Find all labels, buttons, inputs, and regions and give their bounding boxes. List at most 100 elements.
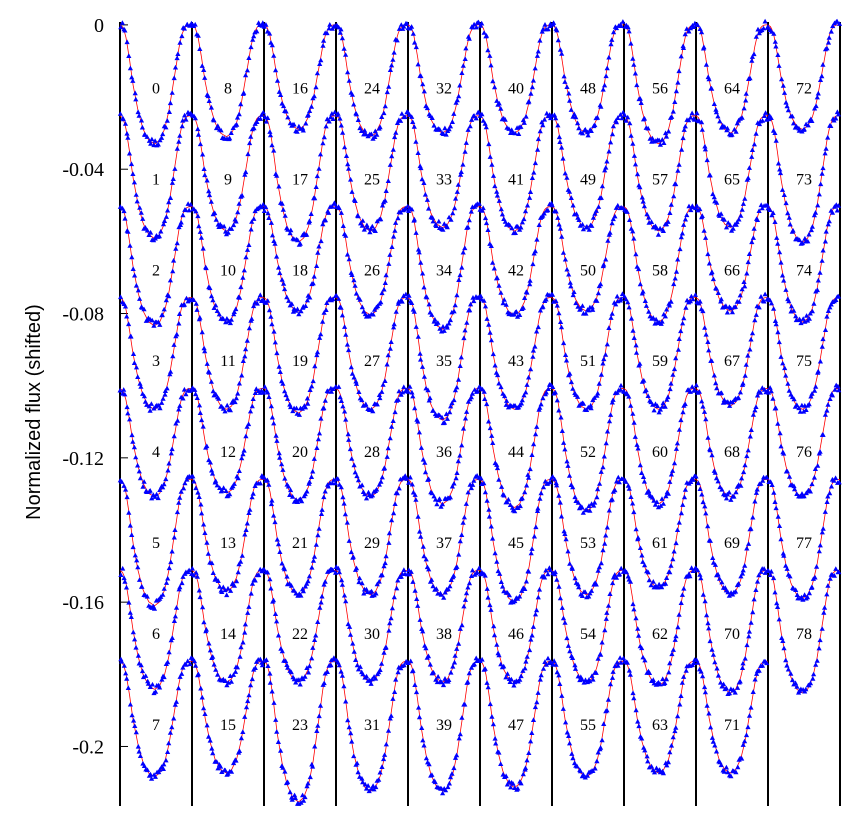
data-point	[738, 483, 744, 488]
data-point	[639, 735, 645, 741]
cycle-label: 33	[436, 171, 452, 188]
data-point	[573, 211, 580, 216]
data-point	[395, 397, 401, 402]
data-point	[561, 73, 567, 79]
data-point	[717, 484, 723, 490]
data-point	[345, 431, 351, 437]
data-point	[359, 397, 365, 403]
data-point	[386, 530, 392, 536]
data-point	[133, 282, 139, 288]
data-point	[835, 383, 841, 389]
data-point	[538, 490, 544, 496]
data-point	[279, 201, 285, 206]
data-point	[481, 298, 487, 303]
data-point	[826, 35, 832, 40]
data-point	[445, 784, 451, 790]
data-point	[687, 25, 694, 31]
data-point	[135, 374, 141, 379]
data-point	[794, 684, 800, 689]
data-point	[640, 474, 647, 479]
cycle-label: 27	[364, 353, 380, 370]
data-point	[463, 590, 470, 596]
data-point	[592, 500, 598, 505]
data-point	[606, 54, 612, 60]
data-point	[293, 679, 299, 685]
data-point	[682, 216, 688, 222]
data-point	[337, 30, 343, 35]
data-point	[793, 587, 799, 592]
data-point	[212, 210, 218, 216]
data-point	[604, 610, 610, 615]
data-point	[287, 401, 293, 407]
data-point	[304, 232, 310, 237]
data-point	[631, 335, 637, 340]
data-point	[280, 207, 286, 212]
data-point	[631, 695, 637, 701]
data-point	[232, 669, 239, 674]
data-point	[118, 294, 124, 300]
data-point	[490, 173, 497, 178]
data-point	[308, 474, 315, 479]
data-point	[210, 388, 216, 394]
data-point	[429, 115, 435, 120]
data-point	[144, 227, 150, 233]
data-point	[628, 403, 634, 408]
data-point	[524, 289, 530, 295]
data-point	[470, 24, 476, 30]
data-point	[646, 670, 653, 675]
data-point	[420, 270, 426, 276]
data-point	[502, 393, 508, 399]
data-point	[815, 202, 821, 208]
data-point	[565, 463, 571, 468]
data-point	[699, 491, 705, 497]
data-point	[811, 301, 817, 306]
data-point	[423, 556, 429, 562]
cycle-label: 55	[580, 717, 596, 734]
data-point	[524, 382, 530, 387]
data-point	[471, 21, 477, 27]
data-point	[628, 133, 634, 138]
data-point	[723, 303, 729, 308]
data-point	[690, 477, 696, 482]
cycle-panel	[261, 200, 338, 317]
data-point	[121, 575, 127, 581]
data-point	[315, 619, 321, 624]
data-point	[801, 408, 807, 414]
data-point	[501, 663, 507, 669]
data-point	[170, 176, 176, 181]
data-point	[304, 581, 310, 586]
data-point	[465, 224, 471, 230]
data-point	[409, 114, 415, 119]
data-point	[693, 473, 699, 479]
data-point	[474, 569, 480, 574]
cycle-panel	[550, 382, 627, 515]
data-point	[679, 592, 685, 597]
data-point	[420, 81, 426, 87]
data-point	[591, 502, 597, 508]
data-point	[221, 223, 227, 229]
data-point	[459, 70, 465, 75]
data-point	[604, 524, 610, 530]
data-point	[654, 499, 660, 504]
data-point	[127, 610, 133, 615]
data-point	[489, 714, 495, 719]
cycle-panel	[478, 382, 554, 514]
data-point	[449, 483, 455, 489]
data-point	[815, 277, 821, 283]
data-point	[269, 42, 275, 48]
data-point	[603, 352, 609, 357]
data-point	[338, 122, 344, 128]
data-point	[198, 501, 204, 507]
data-point	[557, 595, 563, 601]
cycle-label: 51	[580, 353, 596, 370]
data-point	[575, 500, 581, 505]
data-point	[817, 270, 823, 275]
data-point	[148, 141, 154, 146]
data-point	[298, 800, 304, 805]
data-point	[281, 566, 288, 572]
data-point	[696, 389, 702, 394]
data-point	[534, 236, 540, 242]
data-point	[265, 115, 271, 120]
data-point	[500, 300, 506, 306]
data-point	[203, 626, 209, 632]
